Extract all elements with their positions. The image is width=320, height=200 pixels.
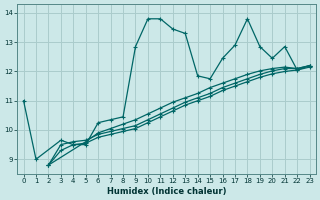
X-axis label: Humidex (Indice chaleur): Humidex (Indice chaleur) (107, 187, 226, 196)
